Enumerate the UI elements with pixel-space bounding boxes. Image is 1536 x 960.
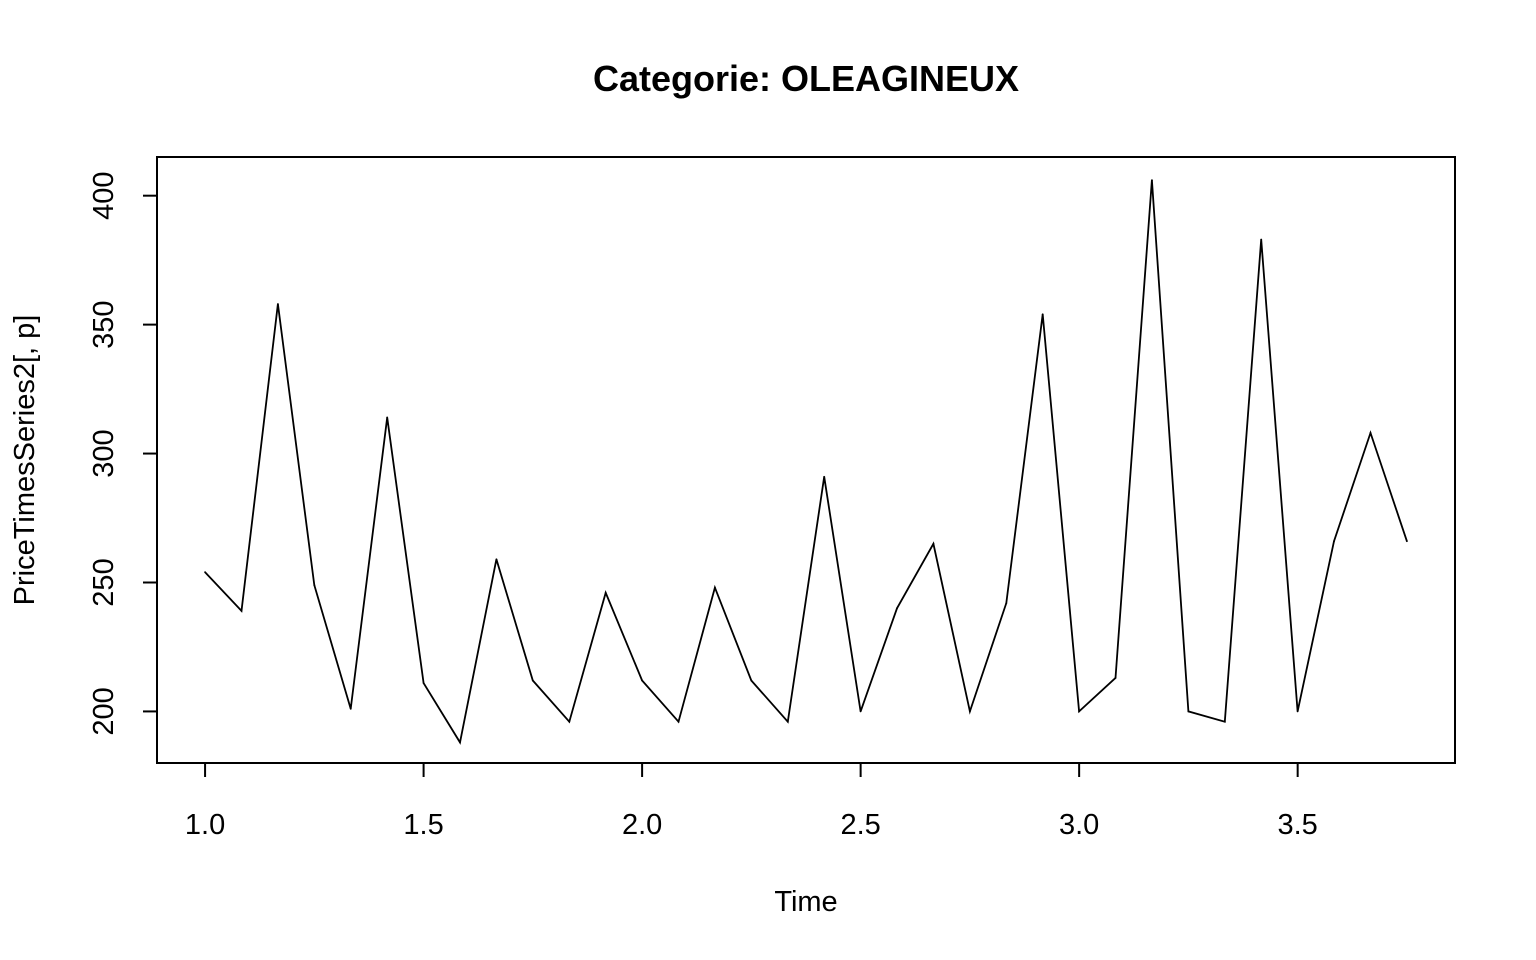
data-point — [459, 741, 461, 744]
data-point — [859, 710, 862, 713]
data-point — [277, 303, 279, 305]
data-point — [1005, 602, 1008, 605]
x-tick-label: 2.5 — [840, 809, 880, 841]
x-axis: 1.0 1.5 2.0 2.5 3.0 3.5 — [185, 762, 1318, 841]
y-tick-label: 200 — [88, 687, 120, 735]
data-point — [677, 720, 680, 723]
data-point — [349, 707, 352, 710]
data-point — [786, 720, 789, 723]
data-point — [604, 591, 607, 594]
data-point — [495, 558, 498, 561]
data-point — [1151, 179, 1153, 182]
data-point — [641, 679, 643, 682]
data-point — [714, 586, 716, 589]
data-point — [568, 720, 571, 723]
data-point — [240, 609, 243, 612]
data-point — [896, 607, 898, 610]
x-tick-label: 1.0 — [185, 809, 225, 841]
data-point — [932, 542, 935, 545]
data-point — [1296, 710, 1299, 713]
series-line — [204, 180, 1408, 745]
chart-title: Categorie: OLEAGINEUX — [593, 58, 1019, 99]
data-point — [1041, 313, 1044, 316]
y-axis: 200 250 300 350 400 — [88, 171, 158, 736]
data-point — [968, 710, 971, 713]
data-point — [422, 682, 425, 684]
data-point — [823, 475, 826, 478]
data-point — [313, 584, 316, 586]
data-point — [1333, 540, 1335, 543]
x-tick-label: 1.5 — [403, 809, 443, 841]
data-point — [1223, 720, 1226, 723]
y-tick-label: 300 — [88, 429, 120, 477]
x-tick-label: 2.0 — [622, 809, 662, 841]
data-point — [1405, 540, 1408, 543]
data-point — [1187, 710, 1190, 713]
data-point — [750, 679, 753, 682]
data-point — [204, 571, 206, 574]
x-tick-label: 3.5 — [1278, 809, 1318, 841]
data-point — [1078, 710, 1081, 713]
data-point — [1114, 677, 1117, 679]
x-tick-label: 3.0 — [1059, 809, 1099, 841]
series-group — [204, 179, 1408, 745]
y-axis-label: PriceTimesSeries2[, p] — [9, 315, 41, 606]
data-point — [1369, 432, 1372, 434]
x-axis-label: Time — [774, 886, 837, 918]
y-tick-label: 350 — [88, 300, 120, 348]
data-point — [531, 679, 534, 682]
y-tick-label: 400 — [88, 171, 120, 219]
data-point — [1260, 238, 1263, 241]
data-point — [386, 416, 389, 419]
y-tick-label: 250 — [88, 558, 120, 606]
